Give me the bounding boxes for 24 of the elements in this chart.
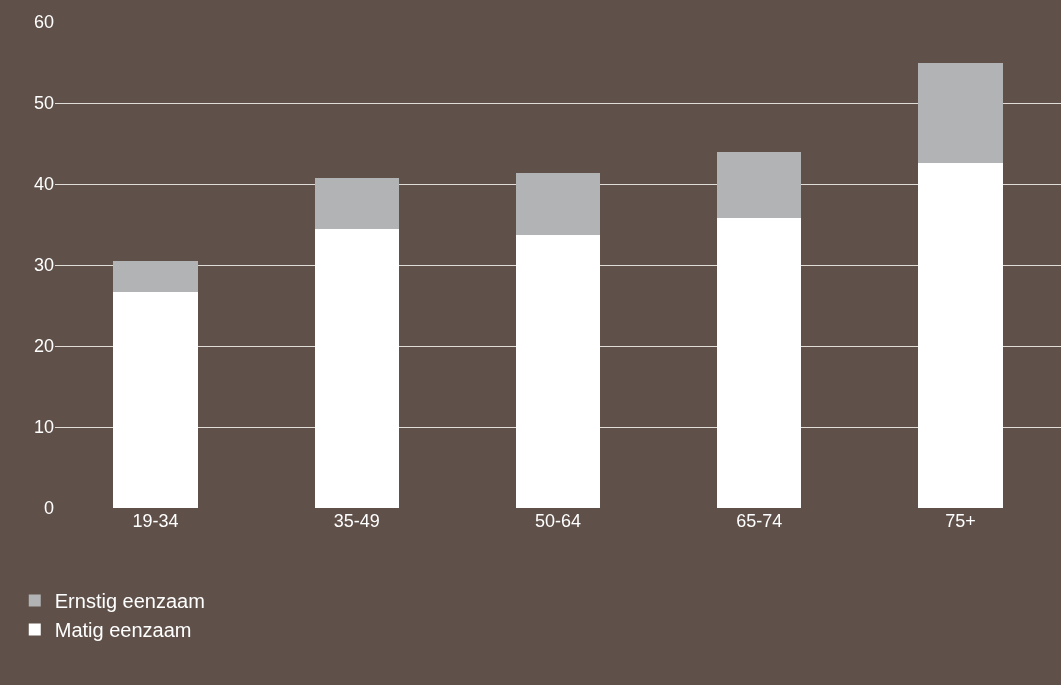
bar	[314, 229, 400, 508]
bar	[113, 260, 198, 292]
bar	[515, 235, 601, 508]
y-tick-label: 30	[33, 255, 54, 276]
x-tick-label: 75+	[945, 511, 976, 531]
x-tick-label: 65-74	[736, 511, 783, 531]
bar	[314, 178, 400, 230]
y-tick-label: 40	[33, 174, 54, 195]
y-tick-label: 20	[33, 336, 54, 357]
y-tick-label: 10	[33, 417, 54, 438]
x-tick-label: 19-34	[132, 511, 179, 531]
bar	[716, 151, 802, 219]
y-tick-label: 0	[43, 498, 54, 519]
legend-label: Ernstig eenzaam	[54, 590, 205, 613]
x-tick-label: 50-64	[534, 511, 582, 531]
y-tick-label: 50	[33, 93, 54, 114]
bar	[918, 162, 1003, 508]
bar	[716, 218, 802, 508]
bar	[113, 291, 198, 508]
bar	[918, 63, 1003, 163]
x-tick-label: 35-49	[333, 511, 380, 531]
legend-label: Matig eenzaam	[54, 619, 192, 642]
bar	[515, 172, 601, 236]
y-tick-label: 60	[33, 12, 54, 33]
